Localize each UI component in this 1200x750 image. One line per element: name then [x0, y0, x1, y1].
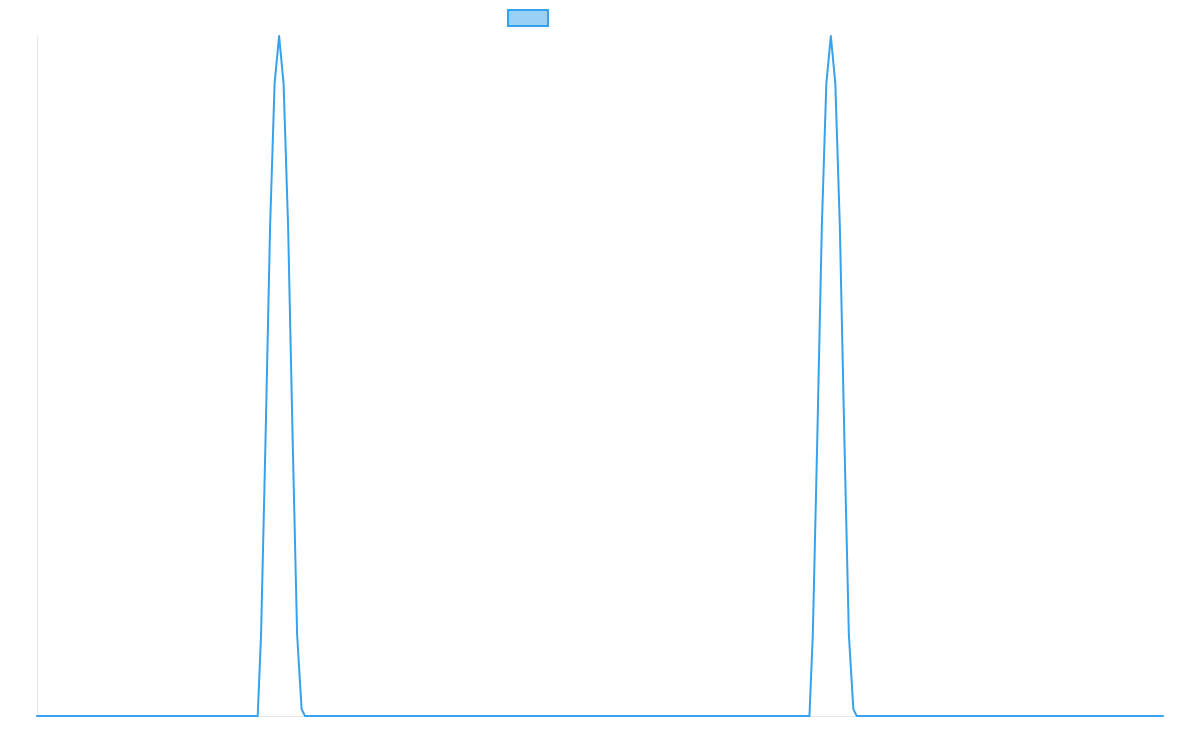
data-point[interactable]	[281, 81, 287, 87]
data-point[interactable]	[841, 434, 847, 440]
data-point[interactable]	[806, 713, 812, 719]
data-point[interactable]	[823, 81, 829, 87]
series-layer	[34, 33, 1166, 719]
data-point[interactable]	[34, 713, 40, 719]
data-point[interactable]	[294, 631, 300, 637]
legend[interactable]	[507, 9, 549, 27]
data-point[interactable]	[1160, 713, 1166, 719]
data-point[interactable]	[810, 631, 816, 637]
series-line	[36, 35, 1164, 717]
data-point[interactable]	[846, 631, 852, 637]
data-point[interactable]	[272, 81, 278, 87]
data-point[interactable]	[267, 223, 273, 229]
data-point[interactable]	[854, 713, 860, 719]
data-point[interactable]	[299, 706, 305, 712]
data-point[interactable]	[285, 223, 291, 229]
data-point[interactable]	[814, 434, 820, 440]
legend-swatch[interactable]	[507, 9, 549, 27]
data-point[interactable]	[258, 631, 264, 637]
data-point[interactable]	[832, 81, 838, 87]
data-point[interactable]	[263, 434, 269, 440]
data-point[interactable]	[290, 434, 296, 440]
data-point[interactable]	[302, 713, 308, 719]
data-point[interactable]	[819, 223, 825, 229]
data-point[interactable]	[276, 33, 282, 39]
data-point[interactable]	[255, 713, 261, 719]
data-point[interactable]	[828, 33, 834, 39]
data-point[interactable]	[837, 223, 843, 229]
data-point[interactable]	[850, 706, 856, 712]
